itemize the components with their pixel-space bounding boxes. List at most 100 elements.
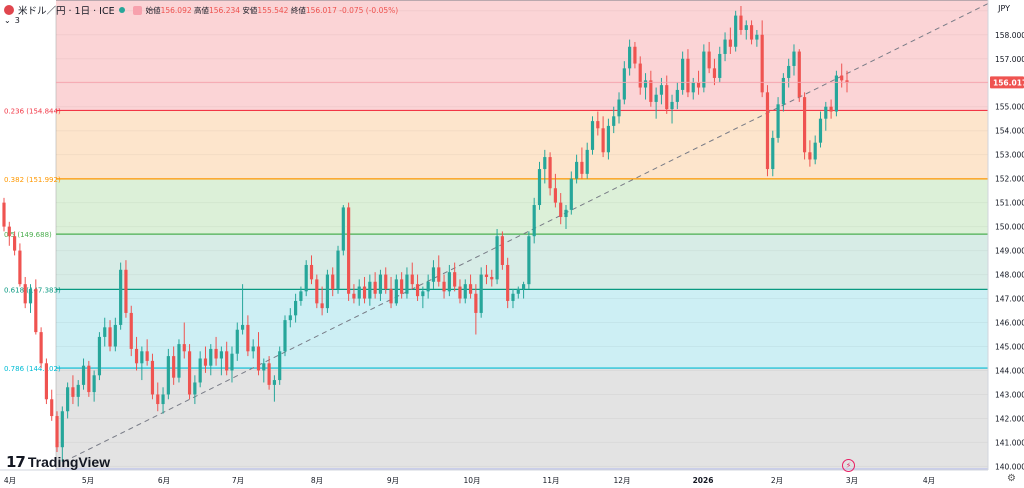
- fib-level-label: 0.5 (149.688): [4, 231, 52, 239]
- candle-body: [606, 125, 611, 153]
- candle-body: [771, 137, 775, 170]
- candle-body: [76, 384, 80, 397]
- tradingview-logo[interactable]: 𝟭𝟳 TradingView: [6, 453, 110, 471]
- candle-body: [718, 53, 722, 78]
- candle-body: [421, 291, 425, 297]
- ohlc-badge-icon: [132, 5, 142, 15]
- candle-body: [569, 178, 573, 210]
- candle-body: [187, 351, 192, 395]
- candle-body: [781, 77, 785, 105]
- candle-body: [71, 387, 75, 397]
- trend-line-dashed[interactable]: [63, 3, 989, 463]
- candle-body: [331, 274, 335, 289]
- candle-body: [251, 346, 255, 352]
- flash-icon[interactable]: ⚡: [842, 459, 855, 472]
- candle-body: [320, 303, 324, 309]
- candle-body: [442, 281, 446, 292]
- candle-body: [755, 34, 759, 40]
- ohlc-values: 始値156.092 高値156.234 安値155.542 終値156.017 …: [146, 5, 399, 16]
- candle-body: [378, 274, 383, 294]
- candle-body: [437, 267, 441, 282]
- candle-body: [278, 351, 282, 381]
- candle-body: [479, 274, 483, 313]
- candle-body: [256, 346, 261, 371]
- time-tick-label: 7月: [232, 476, 244, 485]
- gear-icon[interactable]: ⚙: [1007, 473, 1016, 484]
- fib-band: [56, 110, 988, 179]
- current-price-tag[interactable]: [990, 76, 1024, 89]
- candle-body: [500, 236, 504, 265]
- candle-body: [272, 380, 276, 385]
- fib-band: [56, 178, 988, 235]
- candle-body: [92, 375, 96, 393]
- candle-body: [601, 128, 605, 153]
- indicator-toggle[interactable]: ⌄ 3: [4, 16, 20, 25]
- candle-body: [357, 286, 361, 299]
- candle-body: [792, 51, 796, 66]
- candle-body: [384, 274, 388, 289]
- candle-body: [294, 300, 298, 316]
- symbol-header: 米ドル／円 · 1日 · ICE 始値156.092 高値156.234 安値1…: [4, 3, 398, 17]
- high-label: 高値: [194, 5, 210, 15]
- candle-body: [124, 269, 128, 313]
- candle-body: [129, 312, 133, 349]
- trend-line[interactable]: [63, 3, 989, 463]
- price-tick-label: 148.000: [995, 271, 1024, 280]
- symbol-title[interactable]: 米ドル／円 · 1日 · ICE: [18, 6, 115, 17]
- candle-body: [209, 348, 213, 366]
- candle-body: [18, 250, 22, 285]
- candle-body: [612, 116, 616, 126]
- fib-band: [56, 289, 988, 369]
- candle-body: [172, 356, 176, 378]
- candle-body: [140, 351, 144, 364]
- price-tick-label: 145.000: [995, 343, 1024, 352]
- candle-body: [511, 293, 515, 301]
- time-axis[interactable]: 4月 5月 6月 7月 8月 9月 10月 11月 12月 2026 2月 3月 4月: [0, 469, 1024, 488]
- price-tick-label: 158.000: [995, 31, 1024, 40]
- chevron-down-icon: ⌄: [4, 16, 11, 25]
- candle-body: [182, 344, 186, 352]
- candle-body: [66, 387, 70, 412]
- time-tick-label: 5月: [82, 476, 94, 485]
- candle-body: [103, 327, 107, 337]
- candle-body: [315, 279, 319, 304]
- candle-body: [341, 207, 345, 251]
- candle-body: [458, 286, 462, 299]
- candle-body: [665, 85, 669, 110]
- candle-body: [240, 324, 245, 330]
- candle-body: [723, 39, 727, 54]
- fib-levels[interactable]: 0.236 (154.844) 0.382 (151.992) 0.5 (149.6…: [4, 107, 988, 373]
- candle-body: [198, 358, 202, 383]
- brand-name: TradingView: [27, 454, 111, 470]
- price-tick-label: 154.000: [995, 127, 1024, 136]
- candle-body: [712, 68, 717, 78]
- candle-body: [410, 274, 414, 285]
- candle-body: [13, 236, 17, 251]
- candle-body: [415, 284, 420, 297]
- candle-body: [156, 394, 160, 405]
- candle-body: [728, 39, 732, 47]
- current-price-value: 156.017: [993, 78, 1024, 87]
- fib-band: [56, 0, 988, 111]
- candle-body: [219, 351, 223, 359]
- candle-body: [55, 416, 59, 448]
- price-axis[interactable]: 140.000 141.000 142.000 143.000 144.000 145.0…: [56, 0, 1024, 488]
- candle-body: [824, 106, 828, 119]
- candle-body: [808, 152, 812, 160]
- candle-body: [834, 75, 838, 112]
- candle-body: [564, 209, 568, 218]
- candle-body: [81, 365, 86, 385]
- candle-body: [134, 348, 139, 364]
- candle-body: [749, 25, 754, 40]
- candle-body: [309, 264, 314, 280]
- candle-body: [532, 205, 536, 237]
- time-tick-label: 4月: [923, 476, 935, 485]
- candle-body: [580, 161, 584, 174]
- time-tick-label: 3月: [846, 476, 858, 485]
- candle-body: [802, 97, 807, 153]
- candle-body: [447, 272, 451, 292]
- fib-band: [56, 368, 988, 469]
- candle-body: [394, 279, 398, 304]
